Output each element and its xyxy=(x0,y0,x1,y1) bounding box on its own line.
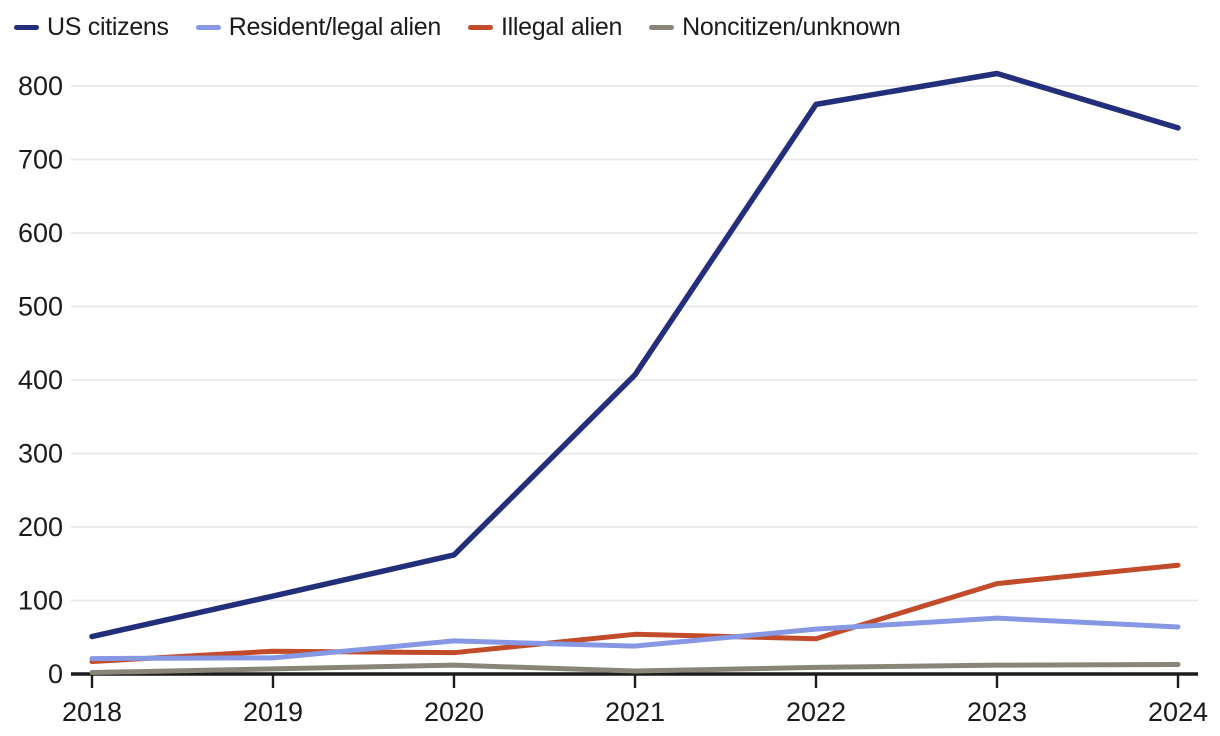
x-axis-tick-label: 2018 xyxy=(62,697,122,727)
legend-swatch xyxy=(14,24,39,30)
y-axis-tick-label: 100 xyxy=(18,586,63,616)
x-axis-tick-label: 2024 xyxy=(1148,697,1208,727)
y-axis-tick-label: 200 xyxy=(18,512,63,542)
series-line-us-citizens xyxy=(89,70,1181,640)
y-axis-tick-label: 400 xyxy=(18,365,63,395)
series-line-resident-legal-alien xyxy=(89,615,1181,662)
x-axis-tick-label: 2020 xyxy=(424,697,484,727)
legend-swatch xyxy=(467,24,493,30)
series-line-noncitizen-unknown xyxy=(89,661,1181,676)
x-axis-tick-label: 2023 xyxy=(967,697,1027,727)
legend-label: Noncitizen/unknown xyxy=(682,12,901,41)
legend-swatch xyxy=(195,24,221,30)
legend-item-us-citizens: US citizens xyxy=(14,12,169,41)
chart-legend: US citizens Resident/legal alien Illegal… xyxy=(14,12,901,42)
y-axis-tick-label: 0 xyxy=(48,659,63,689)
y-axis-tick-label: 300 xyxy=(18,439,63,469)
x-axis-tick-label: 2021 xyxy=(605,697,665,727)
legend-label: US citizens xyxy=(47,12,169,41)
y-axis-tick-label: 600 xyxy=(18,218,63,248)
legend-swatch xyxy=(649,24,675,30)
x-axis-tick-label: 2019 xyxy=(243,697,303,727)
y-axis-tick-label: 700 xyxy=(18,145,63,175)
x-axis-tick-label: 2022 xyxy=(786,697,846,727)
legend-item-illegal-alien: Illegal alien xyxy=(467,12,623,41)
legend-label: Resident/legal alien xyxy=(228,12,442,41)
legend-label: Illegal alien xyxy=(500,12,623,41)
legend-item-noncitizen-unknown: Noncitizen/unknown xyxy=(649,12,901,41)
y-axis-tick-label: 500 xyxy=(18,292,63,322)
y-axis-tick-label: 800 xyxy=(18,71,63,101)
legend-item-resident-legal-alien: Resident/legal alien xyxy=(195,12,442,41)
series-line-illegal-alien xyxy=(89,562,1181,665)
